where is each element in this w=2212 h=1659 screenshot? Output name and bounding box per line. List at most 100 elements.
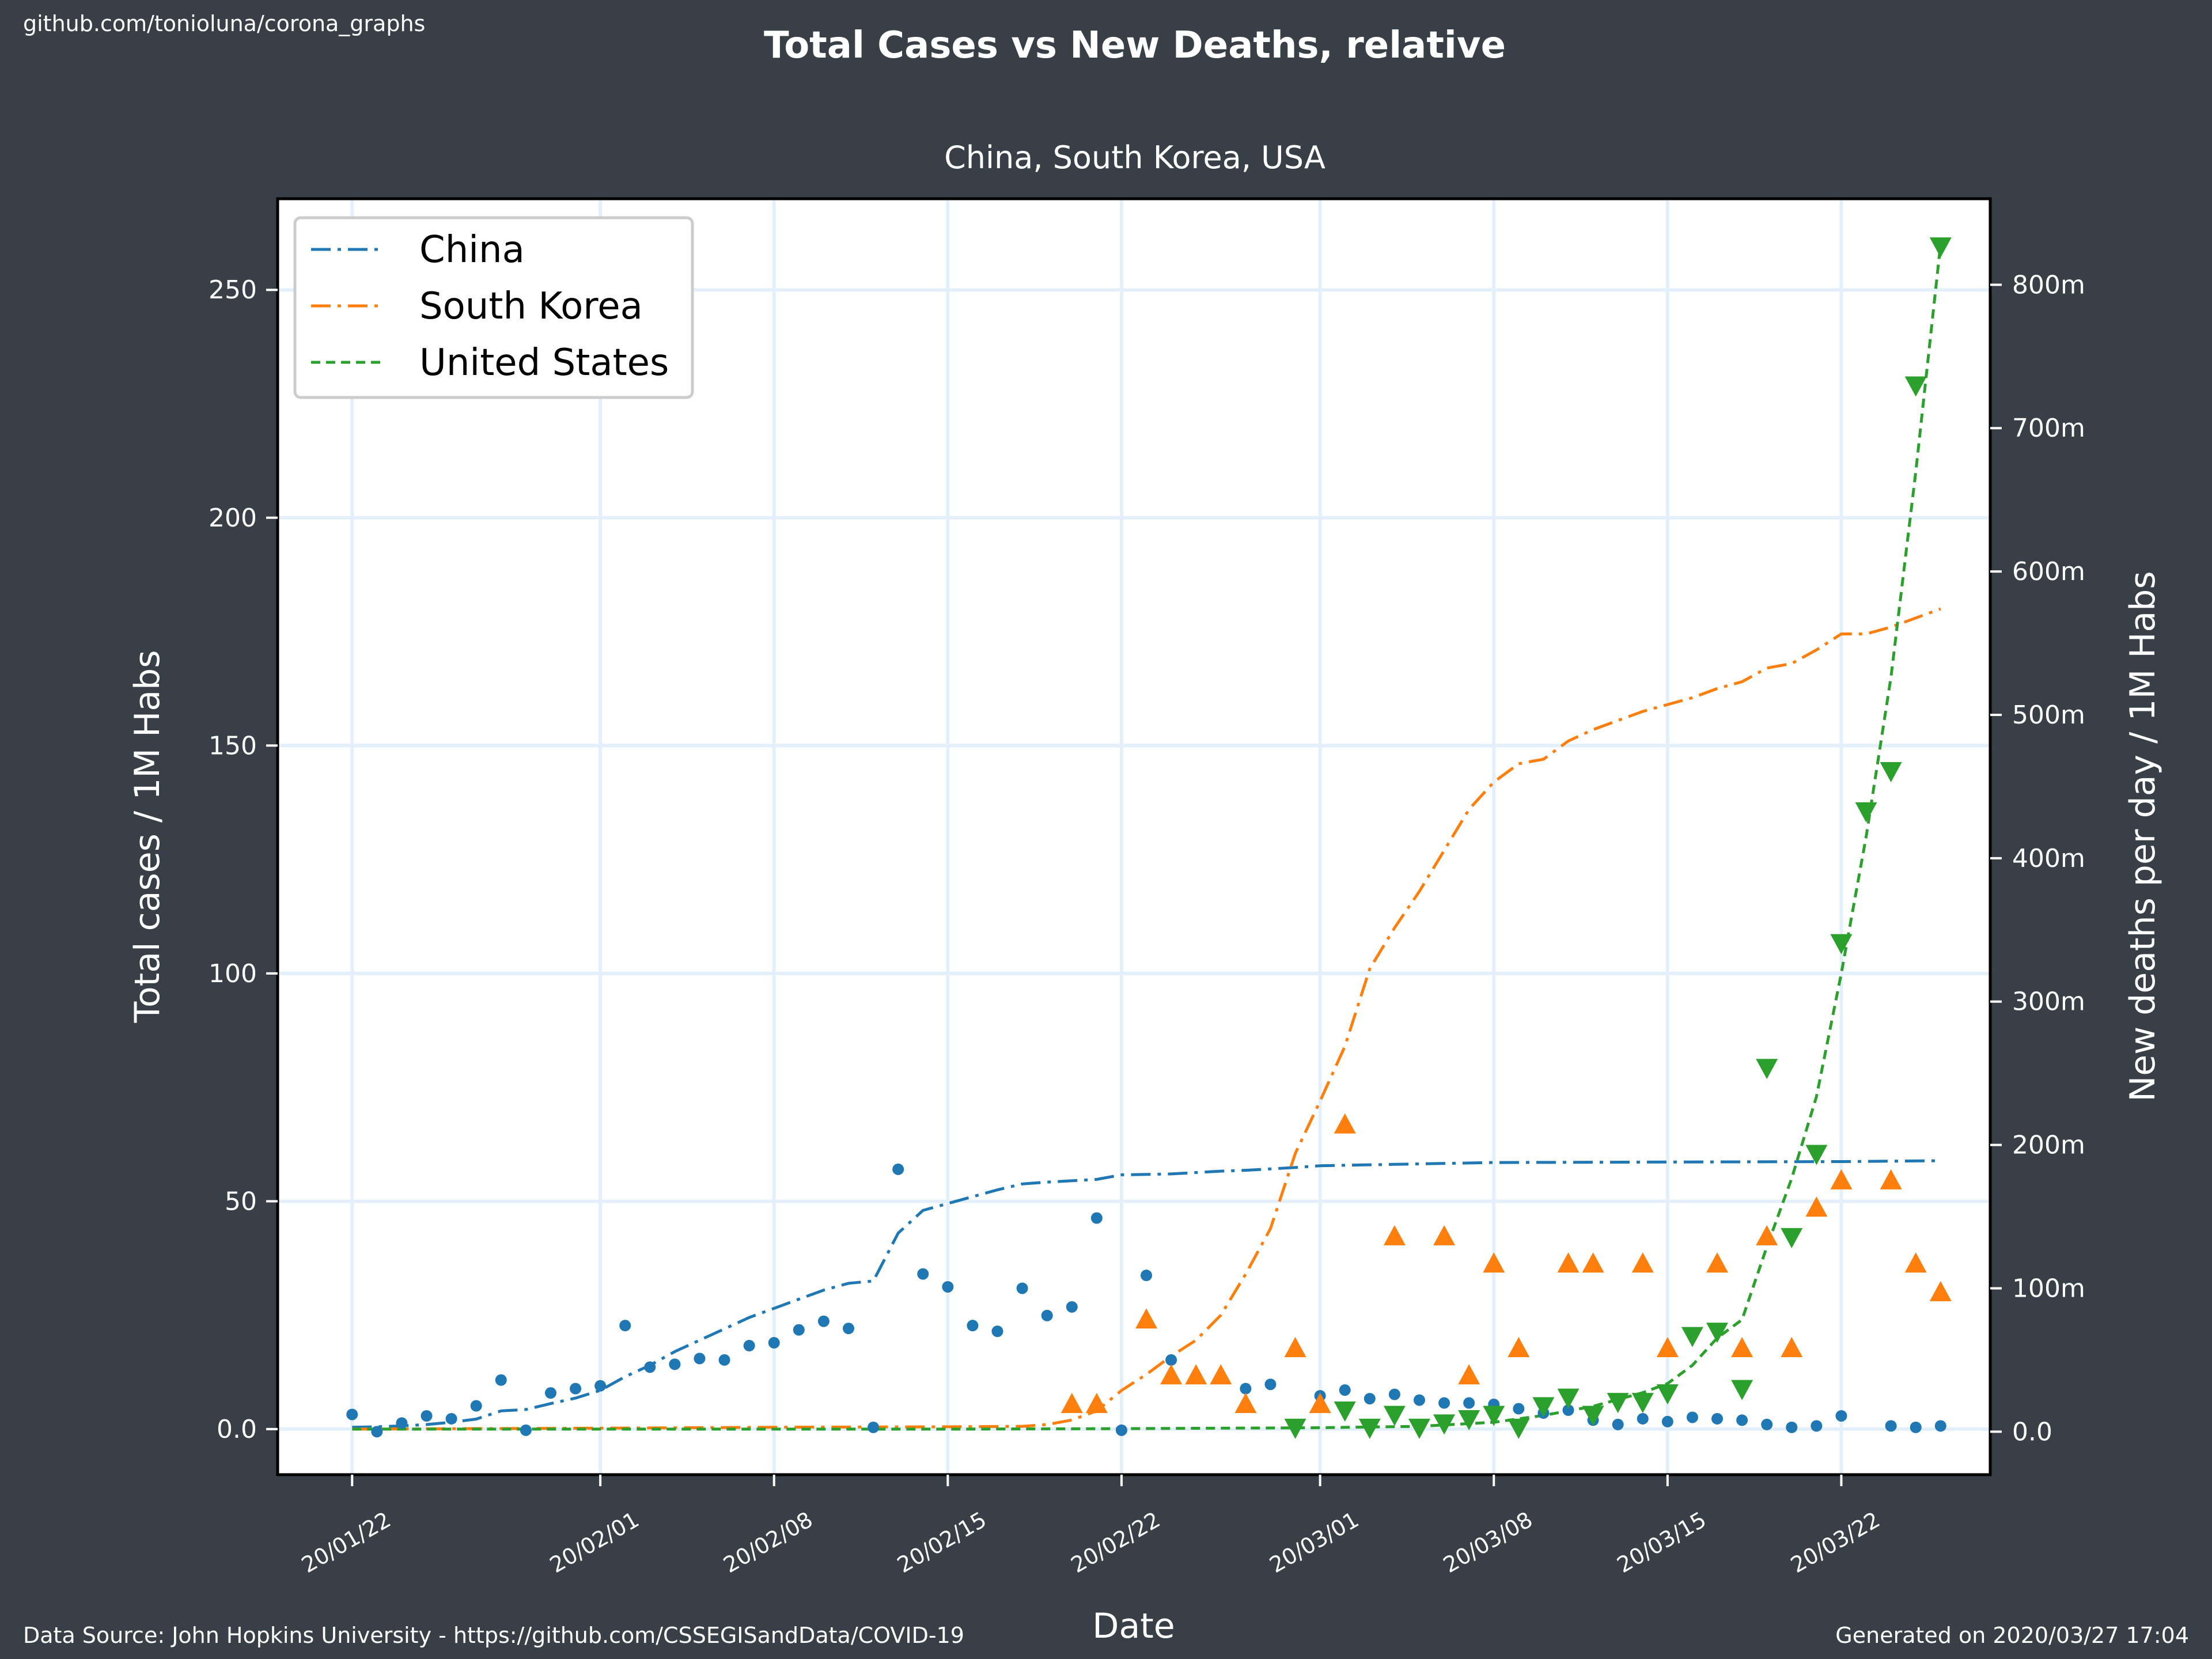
- data-point-united-states: [1731, 1380, 1753, 1400]
- y2-tick-label: 500m: [2012, 700, 2085, 730]
- data-point-china: [1414, 1394, 1425, 1406]
- x-tick-label: 20/02/08: [719, 1507, 817, 1578]
- data-point-china: [817, 1315, 830, 1327]
- data-point-south-korea: [1458, 1364, 1480, 1385]
- data-point-china: [1339, 1384, 1351, 1396]
- data-point-china: [942, 1281, 954, 1293]
- source-link[interactable]: github.com/tonioluna/corona_graphs: [23, 11, 425, 36]
- data-point-united-states: [1408, 1418, 1430, 1439]
- data-point-united-states: [1681, 1327, 1703, 1347]
- x-axis: 20/01/22 20/02/01 20/02/08 20/02/15 20/02/22…: [297, 1475, 1884, 1578]
- data-point-united-states: [1880, 762, 1902, 783]
- data-point-china: [1761, 1418, 1773, 1430]
- data-point-south-korea: [1234, 1393, 1257, 1414]
- data-point-south-korea: [1631, 1252, 1654, 1273]
- data-point-united-states: [1582, 1406, 1604, 1426]
- data-point-china: [1637, 1412, 1649, 1425]
- data-point-united-states: [1532, 1397, 1555, 1418]
- data-point-south-korea: [1309, 1393, 1331, 1414]
- plot-frame: [276, 197, 1992, 1476]
- data-point-south-korea: [1805, 1196, 1828, 1217]
- data-point-south-korea: [1706, 1252, 1729, 1273]
- y2-tick-label: 0.0: [2012, 1417, 2052, 1446]
- data-point-south-korea: [1334, 1113, 1356, 1134]
- data-point-china: [743, 1340, 755, 1352]
- series-line-united-states: [352, 244, 1942, 1431]
- data-point-united-states: [1383, 1406, 1406, 1426]
- data-point-south-korea: [1582, 1252, 1604, 1273]
- data-point-china: [1513, 1403, 1525, 1415]
- data-point-united-states: [1458, 1410, 1480, 1430]
- y2-tick-label: 200m: [2012, 1131, 2085, 1160]
- data-point-china: [1711, 1412, 1724, 1425]
- data-point-china: [1786, 1421, 1798, 1433]
- legend-box: [293, 216, 694, 399]
- data-point-china: [1264, 1378, 1277, 1391]
- y-tick-label: 200: [209, 503, 257, 533]
- data-point-united-states: [1433, 1414, 1456, 1435]
- data-point-south-korea: [1060, 1393, 1083, 1414]
- data-point-china: [1910, 1421, 1922, 1433]
- data-point-china: [1686, 1411, 1698, 1423]
- data-point-united-states: [1483, 1406, 1505, 1426]
- data-point-united-states: [1656, 1384, 1679, 1405]
- plot-area: [278, 199, 1990, 1475]
- data-point-china: [1165, 1354, 1177, 1366]
- data-point-united-states: [1830, 934, 1853, 955]
- footer-data-source: Data Source: John Hopkins University - h…: [23, 1623, 964, 1648]
- data-point-china: [1736, 1414, 1748, 1426]
- data-point-united-states: [1631, 1393, 1654, 1414]
- data-point-united-states: [1334, 1402, 1356, 1422]
- y2-axis-label: New deaths per day / 1M Habs: [2123, 571, 2163, 1101]
- data-point-china: [495, 1374, 507, 1386]
- y-tick-label: 150: [209, 731, 257, 760]
- data-point-china: [868, 1421, 880, 1433]
- data-point-china: [594, 1380, 607, 1392]
- data-point-china: [1438, 1397, 1450, 1409]
- data-point-united-states: [1756, 1059, 1778, 1080]
- data-point-china: [1066, 1301, 1078, 1313]
- legend-label-united-states: United States: [419, 342, 669, 384]
- footer-generated: Generated on 2020/03/27 17:04: [1835, 1623, 2189, 1648]
- data-point-china: [892, 1163, 904, 1175]
- data-point-south-korea: [1185, 1364, 1207, 1385]
- data-point-china: [470, 1400, 482, 1412]
- data-point-south-korea: [1210, 1364, 1232, 1385]
- series-layer: [346, 237, 1952, 1439]
- data-point-china: [1041, 1309, 1053, 1321]
- data-point-china: [570, 1382, 582, 1395]
- y2-tick-label: 600m: [2012, 557, 2085, 586]
- data-point-china: [421, 1410, 433, 1422]
- data-point-china: [917, 1268, 929, 1280]
- data-point-china: [520, 1424, 532, 1436]
- legend-label-china: China: [419, 229, 525, 271]
- data-point-south-korea: [1557, 1252, 1580, 1273]
- series-markers-south-korea: [1060, 1113, 1952, 1414]
- data-point-south-korea: [1383, 1225, 1406, 1245]
- data-point-south-korea: [1880, 1169, 1902, 1190]
- data-point-china: [1016, 1282, 1028, 1294]
- data-point-china: [1835, 1410, 1847, 1422]
- y-tick-label: 100: [209, 959, 257, 988]
- data-point-china: [793, 1324, 805, 1336]
- data-point-united-states: [1929, 237, 1952, 258]
- data-point-china: [967, 1320, 979, 1332]
- data-point-china: [1090, 1212, 1103, 1224]
- data-point-china: [718, 1354, 730, 1366]
- data-point-china: [1463, 1397, 1475, 1409]
- data-point-south-korea: [1433, 1225, 1456, 1245]
- data-point-china: [1240, 1382, 1252, 1395]
- data-point-china: [445, 1412, 457, 1425]
- y2-tick-label: 300m: [2012, 987, 2085, 1017]
- series-line-china: [352, 1159, 1941, 1429]
- y2-tick-label: 400m: [2012, 844, 2085, 873]
- y-axis-label: Total cases / 1M Habs: [127, 650, 168, 1024]
- chart-subtitle: China, South Korea, USA: [944, 139, 1325, 176]
- data-point-south-korea: [1756, 1225, 1778, 1245]
- data-point-china: [694, 1353, 706, 1365]
- series-markers-china: [346, 1163, 1946, 1438]
- data-point-china: [644, 1361, 656, 1373]
- data-point-china: [1661, 1415, 1673, 1427]
- legend-label-south-korea: South Korea: [419, 285, 643, 328]
